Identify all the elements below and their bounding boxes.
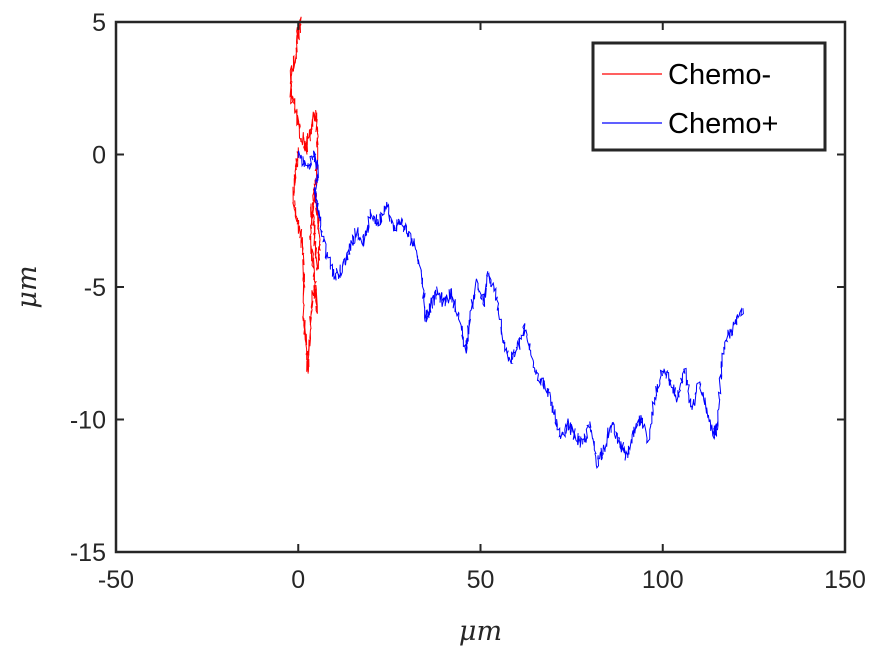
x-tick-label: -50 (98, 566, 134, 594)
y-tick-label: -10 (70, 407, 106, 435)
y-tick-label: -15 (70, 539, 106, 567)
y-tick-label: -5 (84, 274, 106, 302)
y-tick-label: 5 (92, 9, 106, 37)
y-axis-label: μm (12, 265, 43, 308)
legend-label-chemo-plus: Chemo+ (668, 108, 778, 140)
plot-lines (289, 16, 744, 469)
legend-label-chemo-minus: Chemo- (668, 59, 771, 91)
series-line-chemo-plus (297, 150, 744, 469)
legend: Chemo- Chemo+ (591, 41, 827, 152)
x-tick-label: 150 (824, 566, 866, 594)
legend-box (591, 41, 827, 152)
x-axis: -50 0 50 100 150 (98, 22, 866, 594)
x-tick-label: 50 (467, 566, 495, 594)
series-line-chemo-minus (289, 16, 321, 374)
x-tick-label: 100 (642, 566, 684, 594)
x-axis-label: μm (459, 616, 502, 647)
x-tick-label: 0 (291, 566, 305, 594)
y-tick-label: 0 (92, 142, 106, 170)
y-axis: -15 -10 -5 0 5 (70, 9, 845, 567)
